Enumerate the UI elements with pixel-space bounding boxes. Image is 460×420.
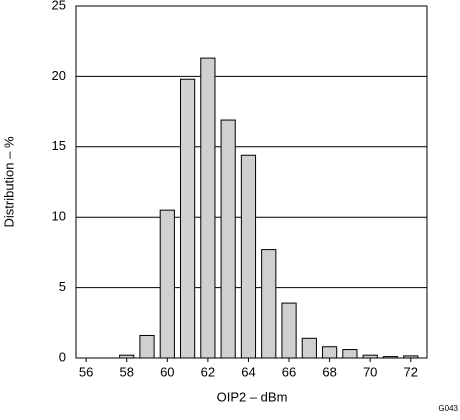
bar	[322, 346, 338, 359]
bar	[240, 154, 257, 359]
y-tick-label: 0	[59, 349, 66, 364]
x-tick-label: 64	[241, 364, 255, 379]
bar	[261, 249, 277, 359]
bar	[159, 209, 175, 359]
y-tick-label: 5	[59, 279, 66, 294]
y-tick-label: 10	[52, 209, 66, 224]
x-tick-label: 70	[363, 364, 377, 379]
x-axis-label: OIP2 – dBm	[217, 389, 288, 404]
bar	[281, 302, 297, 359]
x-tick-label: 68	[322, 364, 336, 379]
bar	[301, 337, 317, 359]
x-tick-label: 66	[282, 364, 296, 379]
bar	[342, 349, 358, 359]
x-tick-label: 60	[160, 364, 174, 379]
y-axis-label: Distribution – %	[1, 136, 16, 227]
x-tick-label: 72	[404, 364, 418, 379]
bar	[179, 78, 196, 359]
x-tick-label: 58	[119, 364, 133, 379]
x-tick-label: 56	[79, 364, 93, 379]
bar	[220, 119, 236, 359]
y-tick-label: 20	[52, 68, 66, 83]
x-tick-label: 62	[201, 364, 215, 379]
bar	[139, 334, 155, 359]
y-tick-label: 15	[52, 138, 66, 153]
y-tick-label: 25	[52, 0, 66, 12]
bar	[200, 57, 216, 359]
plot-border	[75, 5, 428, 359]
figure-code: G043	[438, 404, 458, 413]
